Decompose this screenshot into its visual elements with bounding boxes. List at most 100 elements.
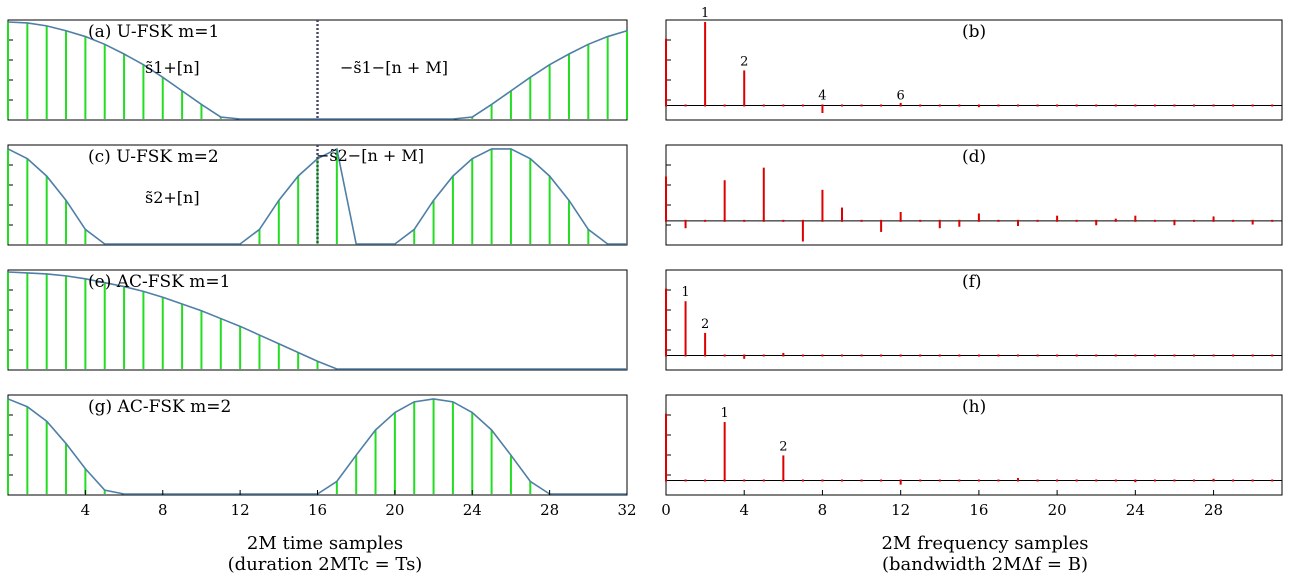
panel-c-annotation-plus: s̃2+[n] xyxy=(145,188,200,207)
panel-a-title: (a) U-FSK m=1 xyxy=(88,22,219,42)
panel-d-sample-dot xyxy=(841,219,843,222)
panel-h-sample-dot xyxy=(665,479,667,482)
panel-d-sample-dot xyxy=(1114,219,1117,222)
panel-d-sample-dot xyxy=(684,219,687,222)
panel-h-sample-dot xyxy=(919,479,922,482)
time-xtick-label: 16 xyxy=(308,501,327,519)
panel-b-sample-dot xyxy=(841,104,843,107)
panel-f-sample-dot xyxy=(958,354,961,357)
panel-d-sample-dot xyxy=(1036,219,1039,222)
panel-h-sample-dot xyxy=(801,479,804,482)
panel-f-sample-dot xyxy=(977,354,980,357)
panel-h-sample-dot xyxy=(997,479,1000,482)
panel-d-sample-dot xyxy=(1095,219,1098,222)
panel-h-sample-dot xyxy=(1114,479,1117,482)
panel-b-sample-dot xyxy=(1036,104,1039,107)
freq-xlabel: 2M frequency samples xyxy=(881,533,1089,554)
time-xtick-label: 32 xyxy=(617,501,636,519)
panel-d-sample-dot xyxy=(665,219,667,222)
panel-b-title: (b) xyxy=(962,22,986,42)
panel-f-title: (f) xyxy=(962,272,982,292)
freq-xtick-label: 24 xyxy=(1126,501,1145,519)
panel-d-title: (d) xyxy=(962,147,986,167)
panel-b-sample-dot xyxy=(665,104,667,107)
freq-axis-label: 2M frequency samples (bandwidth 2MΔf = B… xyxy=(835,533,1135,575)
time-xtick-label: 24 xyxy=(463,501,482,519)
panel-b-sample-dot xyxy=(782,104,785,107)
panel-d-sample-dot xyxy=(1075,219,1078,222)
panel-f-sample-dot xyxy=(1232,354,1235,357)
panel-h-sample-dot xyxy=(1095,479,1098,482)
panel-e-envelope-line xyxy=(7,271,627,370)
panel-f-sample-dot xyxy=(801,354,804,357)
panel-d-sample-dot xyxy=(801,219,804,222)
freq-xtick-label: 28 xyxy=(1204,501,1223,519)
panel-f-sample-dot xyxy=(899,354,902,357)
panel-d-sample-dot xyxy=(782,219,785,222)
panel-b-peak-label: 4 xyxy=(818,88,826,103)
freq-xtick-label: 16 xyxy=(969,501,988,519)
freq-xtick-label: 0 xyxy=(661,501,671,519)
panel-h-peak-label: 2 xyxy=(779,439,787,454)
panel-d-sample-dot xyxy=(1153,219,1156,222)
time-xtick-label: 8 xyxy=(158,501,168,519)
panel-d-sample-dot xyxy=(1193,219,1195,222)
panel-b-sample-dot xyxy=(1095,104,1098,107)
panel-f-sample-dot xyxy=(1251,354,1254,357)
panel-f-sample-dot xyxy=(1212,354,1215,357)
panel-b-peak-label: 1 xyxy=(701,6,709,21)
panel-d-sample-dot xyxy=(880,219,883,222)
time-xlabel-sub: (duration 2MTc = Ts) xyxy=(227,554,423,575)
panel-b-sample-dot xyxy=(1017,104,1019,107)
panel-f-sample-dot xyxy=(704,354,707,357)
panel-d-sample-dot xyxy=(1232,219,1235,222)
time-xlabel: 2M time samples xyxy=(246,533,404,554)
panel-f-sample-dot xyxy=(821,354,824,357)
panel-b-sample-dot xyxy=(1232,104,1235,107)
panel-f-peak-label: 2 xyxy=(701,317,709,332)
panel-h-sample-dot xyxy=(1056,479,1059,482)
panel-d-sample-dot xyxy=(704,219,707,222)
panel-f-sample-dot xyxy=(1114,354,1117,357)
panel-f-sample-dot xyxy=(860,354,863,357)
panel-f-sample-dot xyxy=(880,354,883,357)
freq-xlabel-sub: (bandwidth 2MΔf = B) xyxy=(882,554,1088,575)
panel-h-sample-dot xyxy=(743,479,746,482)
panel-d-sample-dot xyxy=(762,219,765,222)
panel-h-sample-dot xyxy=(1212,479,1215,482)
panel-h-sample-dot xyxy=(841,479,843,482)
panel-f-sample-dot xyxy=(841,354,843,357)
panel-a-envelope-line xyxy=(7,21,628,120)
panel-b-sample-dot xyxy=(762,104,765,107)
panel-f-sample-dot xyxy=(1056,354,1059,357)
freq-xtick-label: 4 xyxy=(739,501,749,519)
panel-h-sample-dot xyxy=(1232,479,1235,482)
panel-b-sample-dot xyxy=(1173,104,1176,107)
panel-d-sample-dot xyxy=(1251,219,1254,222)
time-axis-label: 2M time samples (duration 2MTc = Ts) xyxy=(175,533,475,575)
panel-h-sample-dot xyxy=(684,479,687,482)
panel-d-sample-dot xyxy=(1017,219,1019,222)
panel-d-sample-dot xyxy=(1134,219,1137,222)
panel-b-sample-dot xyxy=(899,104,902,107)
time-xtick-label: 12 xyxy=(231,501,250,519)
panel-f-sample-dot xyxy=(743,354,746,357)
panel-d-sample-dot xyxy=(1173,219,1176,222)
panel-d-sample-dot xyxy=(1056,219,1059,222)
freq-xtick-label: 8 xyxy=(818,501,828,519)
panel-e-title: (e) AC-FSK m=1 xyxy=(88,272,230,292)
panel-f-sample-dot xyxy=(684,354,687,357)
panel-d-sample-dot xyxy=(997,219,1000,222)
panel-f-sample-dot xyxy=(665,354,667,357)
panel-h-sample-dot xyxy=(1193,479,1195,482)
time-xtick-label: 28 xyxy=(540,501,559,519)
panel-b-sample-dot xyxy=(958,104,961,107)
panel-g-title: (g) AC-FSK m=2 xyxy=(88,397,231,417)
panel-f-sample-dot xyxy=(1153,354,1156,357)
panel-f-sample-dot xyxy=(997,354,1000,357)
panel-f-sample-dot xyxy=(919,354,922,357)
time-xtick-label: 20 xyxy=(385,501,404,519)
panel-h-sample-dot xyxy=(1173,479,1176,482)
panel-h-sample-dot xyxy=(1271,479,1274,482)
